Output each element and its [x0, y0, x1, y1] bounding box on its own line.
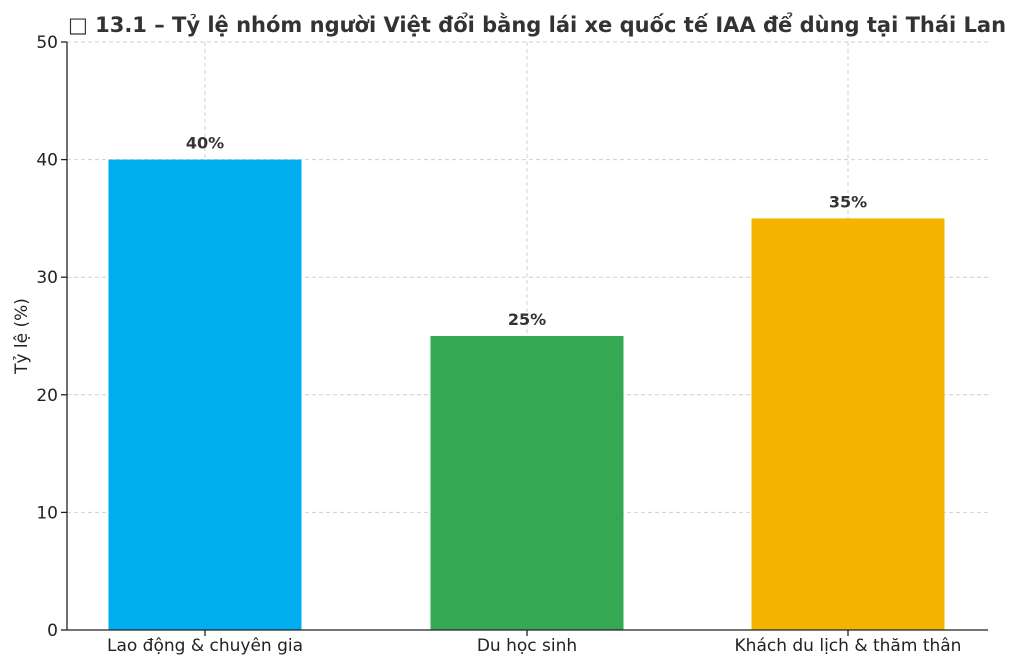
y-tick-label: 40: [36, 151, 58, 171]
bar-layer: [108, 159, 945, 630]
axis-layer: [61, 41, 988, 636]
bar: [430, 336, 624, 630]
y-tick-label: 0: [47, 621, 58, 641]
y-tick-label: 30: [36, 268, 58, 288]
y-tick-label: 20: [36, 386, 58, 406]
data-label: 25%: [508, 310, 546, 329]
x-tick-label: Lao động & chuyên gia: [107, 636, 303, 656]
y-tick-label: 10: [36, 503, 58, 523]
data-label: 35%: [829, 192, 867, 211]
chart-title: □ 13.1 – Tỷ lệ nhóm người Việt đổi bằng …: [68, 12, 1006, 37]
bar: [108, 159, 302, 630]
y-axis-title: Tỷ lệ (%): [12, 298, 32, 375]
y-tick-label: 50: [36, 33, 58, 53]
x-tick-label: Du học sinh: [477, 636, 577, 656]
bar: [751, 218, 945, 630]
data-label: 40%: [186, 134, 224, 153]
label-layer: 0 10 20 30 40 50 40% Lao động & chuyên gia 25% Du…: [36, 33, 961, 656]
x-tick-label: Khách du lịch & thăm thân: [735, 636, 962, 656]
